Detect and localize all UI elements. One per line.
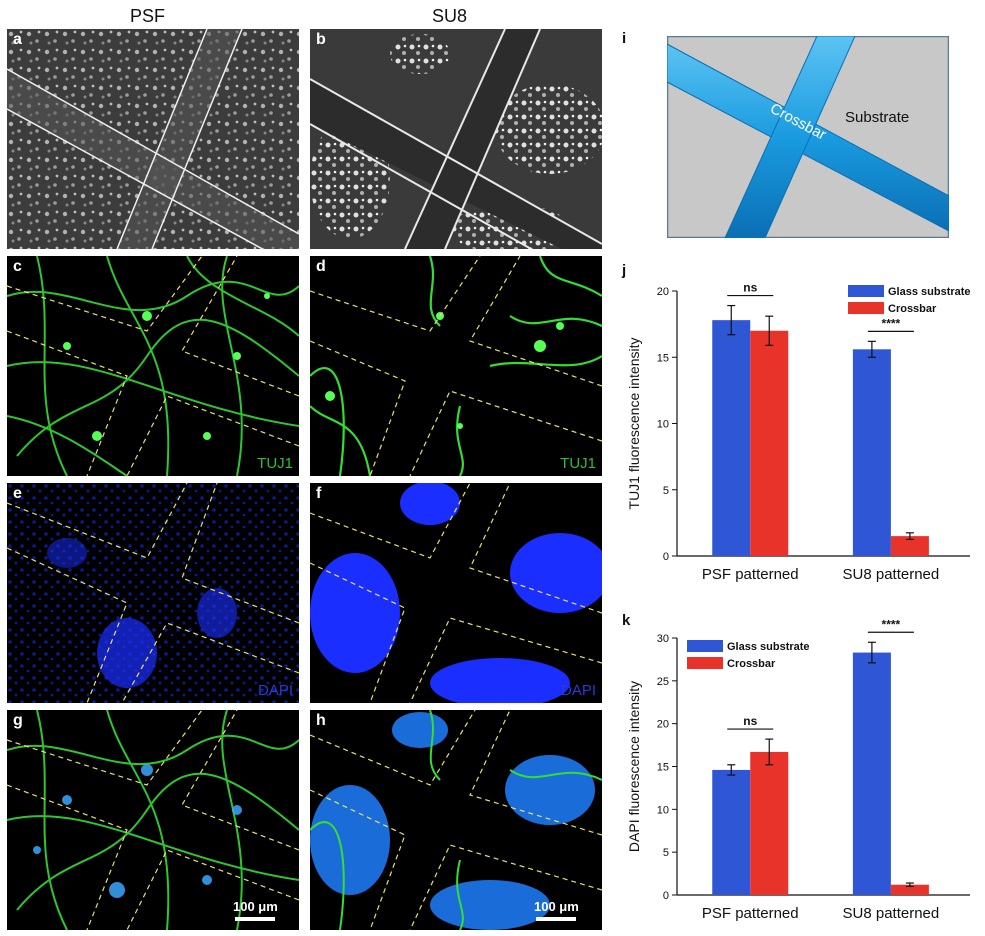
chart-k-y-tick-label: 25 [657,676,669,688]
panel-b-phase-contrast-su8: b [310,29,602,249]
column-title-su8: SU8 [432,6,468,26]
chart-k-y-tick-label: 20 [657,719,669,731]
scale-bar-g [235,917,275,921]
scale-bar-label-g: 100 μm [233,899,278,914]
scale-bar-h [536,917,576,921]
chart-k-significance-label: ns [743,714,757,728]
chart-k-category-label: SU8 patterned [843,905,940,922]
chart-j-y-tick-label: 15 [657,352,669,364]
chart-j-bar [852,349,891,556]
chart-k-y-tick-label: 0 [663,890,669,902]
chart-j-legend-swatch [848,302,884,314]
chart-j-bar [750,330,789,556]
chart-k-y-axis-label: DAPI fluorescence intensity [626,681,642,852]
column-title-psf: PSF [130,6,166,26]
chart-j-legend-swatch [848,285,884,297]
panel-g-merge-psf: g 100 μm [7,710,299,930]
stain-label-tuj1-d: TUJ1 [560,455,596,472]
panel-label-j: j [622,262,627,279]
chart-k-y-tick-label: 5 [663,847,669,859]
chart-k-bar [712,769,751,895]
chart-k-legend-label: Glass substrate [727,641,810,653]
chart-j-y-tick-label: 5 [663,485,669,497]
panel-b-image [310,29,602,249]
panel-label-i: i [622,30,627,47]
panel-label-b: b [316,31,326,48]
panel-c-tuj1-psf: c TUJ1 [7,256,299,476]
chart-j-category-label: PSF patterned [702,566,799,583]
chart-k-y-tick-label: 30 [657,633,669,645]
panel-label-f: f [316,485,322,502]
panel-a-image [7,29,299,249]
chart-j-y-tick-label: 0 [663,551,669,563]
panel-a-phase-contrast-psf: a [7,29,299,249]
chart-k-category-label: PSF patterned [702,905,799,922]
panel-label-g: g [13,712,23,729]
panel-i-schematic: Crossbar Substrate [667,36,949,238]
chart-k-legend-label: Crossbar [727,658,776,670]
panel-label-k: k [622,612,631,629]
panel-label-d: d [316,258,326,275]
chart-k-y-tick-label: 15 [657,762,669,774]
schematic-substrate-label: Substrate [845,109,909,126]
panel-g-image [7,710,299,930]
chart-k-bar [890,884,929,895]
chart-j-tuj1: 0 5 10 15 20 TUJ1 fluorescence intensity PSF p… [626,281,971,583]
panel-label-c: c [13,258,22,275]
schematic-diagram: Crossbar Substrate [667,36,949,238]
panel-label-h: h [316,712,326,729]
chart-j-significance-label: ns [743,281,757,295]
panel-f-dapi-su8: f DAPI [310,483,602,703]
chart-k-bar [750,751,789,895]
chart-j-y-tick-label: 10 [657,419,669,431]
chart-j-legend-label: Glass substrate [888,286,971,298]
panel-f-image [310,483,602,703]
panel-h-image [310,710,602,930]
chart-k-dapi: 0 5 10 15 20 25 30 DAPI fluorescence intensity P… [626,617,970,922]
stain-label-dapi-f: DAPI [560,682,596,699]
stain-label-dapi-e: DAPI [257,682,293,699]
chart-k-bar [852,652,891,895]
panel-d-image [310,256,602,476]
chart-j-legend-label: Crossbar [888,303,937,315]
chart-j-bar [890,536,929,556]
panel-h-merge-su8: h 100 μm [310,710,602,930]
panel-label-e: e [13,485,22,502]
chart-j-category-label: SU8 patterned [843,566,940,583]
chart-k-legend-swatch [687,640,723,652]
chart-j-y-axis-label: TUJ1 fluorescence intensity [626,338,642,510]
chart-j-significance-label: **** [882,316,901,330]
chart-j-bar [712,320,751,556]
chart-k-significance-label: **** [882,617,901,631]
panel-c-image [7,256,299,476]
chart-j-y-tick-label: 20 [657,286,669,298]
scale-bar-label-h: 100 μm [534,899,579,914]
chart-k-y-tick-label: 10 [657,804,669,816]
stain-label-tuj1-c: TUJ1 [257,455,293,472]
chart-k-legend-swatch [687,657,723,669]
panel-d-tuj1-su8: d TUJ1 [310,256,602,476]
panel-e-image [7,483,299,703]
panel-label-a: a [13,31,22,48]
panel-e-dapi-psf: e DAPI [7,483,299,703]
